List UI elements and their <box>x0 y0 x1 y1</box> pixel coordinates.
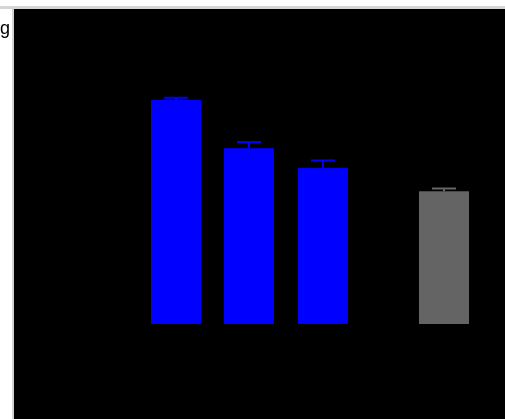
window-top-frame <box>0 0 505 9</box>
bar-2 <box>224 148 274 324</box>
bar-3 <box>298 167 348 324</box>
bar-chart-panel <box>14 9 505 419</box>
bar-1 <box>151 100 201 324</box>
bar-4 <box>419 191 469 324</box>
window-left-frame <box>0 9 14 419</box>
clipped-label-fragment: g <box>0 18 11 38</box>
bar-chart <box>151 96 469 324</box>
